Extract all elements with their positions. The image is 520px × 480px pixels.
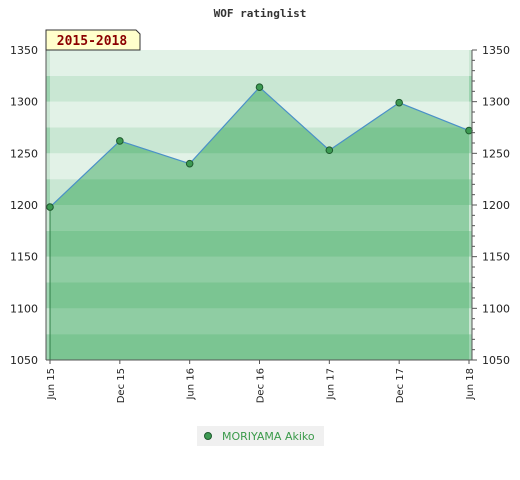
y-tick-label-right: 1100 <box>482 302 510 315</box>
legend-label: MORIYAMA Akiko <box>222 430 315 443</box>
x-axis-labels: Jun 15 Dec 15 Jun 16 Dec 16 Jun 17 Dec 17 Jun … <box>46 360 476 403</box>
y-tick-label-left: 1250 <box>10 147 38 160</box>
x-tick-label: Jun 16 <box>186 368 197 401</box>
x-tick-label: Jun 17 <box>325 368 336 401</box>
y-tick-label-right: 1050 <box>482 354 510 367</box>
y-tick-label-right: 1250 <box>482 147 510 160</box>
period-badge: 2015-2018 <box>45 29 141 51</box>
above-line-highlight <box>50 50 469 208</box>
y-tick-label-right: 1350 <box>482 44 510 57</box>
data-point <box>116 137 124 145</box>
legend-box <box>197 426 324 446</box>
area-fill-layer <box>50 50 469 360</box>
y-tick-label-left: 1350 <box>10 44 38 57</box>
data-point <box>395 98 403 107</box>
data-point <box>325 146 334 155</box>
data-points-layer <box>46 83 473 211</box>
data-point <box>255 83 264 91</box>
data-point <box>465 126 473 135</box>
period-badge-box <box>45 29 141 51</box>
y-axis-right-labels: 1050 1100 1150 1200 1250 1300 1350 <box>482 44 510 367</box>
y-tick-label-right: 1300 <box>482 96 510 109</box>
x-tick-label: Dec 17 <box>395 368 406 403</box>
legend[interactable]: MORIYAMA Akiko <box>197 426 324 446</box>
y-tick-label-left: 1200 <box>10 199 38 212</box>
y-tick-label-right: 1150 <box>482 251 510 264</box>
series-area <box>50 87 469 360</box>
grid-band <box>46 50 472 76</box>
period-badge-text: 2015-2018 <box>57 34 128 49</box>
y-tick-label-left: 1150 <box>10 251 38 264</box>
x-tick-label: Jun 18 <box>465 368 476 401</box>
y-tick-label-right: 1200 <box>482 199 510 212</box>
data-point <box>46 203 54 211</box>
y-tick-label-left: 1100 <box>10 302 38 315</box>
x-tick-label: Jun 15 <box>46 368 57 401</box>
y-tick-label-left: 1300 <box>10 96 38 109</box>
x-tick-label: Dec 16 <box>256 368 267 403</box>
data-point <box>185 159 194 168</box>
y-axis-left-labels: 1050 1100 1150 1200 1250 1300 1350 <box>10 44 38 367</box>
y-tick-label-left: 1050 <box>10 354 38 367</box>
legend-marker <box>204 432 212 440</box>
x-tick-label: Dec 15 <box>116 368 127 403</box>
chart-title: WOF ratinglist <box>214 7 307 20</box>
